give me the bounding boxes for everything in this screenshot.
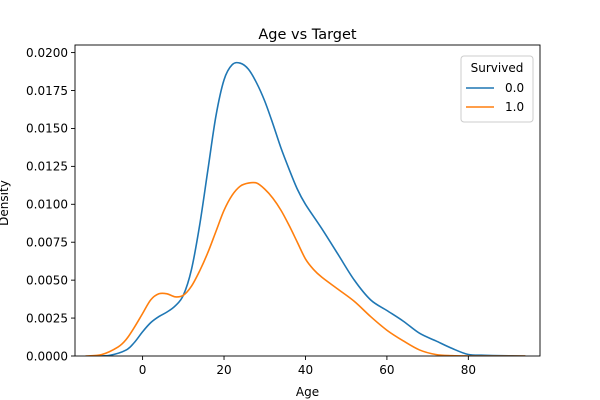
plot-area: 0 20 40 60 80 0.0000 0.0025 0.0050 0.0075 0.0100 0…: [26, 44, 541, 377]
x-tick-label-1: 20: [216, 363, 231, 377]
y-tick-label-2: 0.0050: [26, 273, 68, 287]
y-tick-label-7: 0.0175: [26, 84, 68, 98]
x-tick-label-3: 60: [379, 363, 394, 377]
y-tick-label-1: 0.0025: [26, 311, 68, 325]
x-tick-label-0: 0: [139, 363, 147, 377]
legend-frame: [460, 55, 534, 123]
legend-title: Survived: [471, 61, 524, 75]
y-tick-label-4: 0.0100: [26, 198, 68, 212]
y-tick-label-5: 0.0125: [26, 160, 68, 174]
y-tick-label-6: 0.0150: [26, 122, 68, 136]
y-tick-label-0: 0.0000: [26, 349, 68, 363]
x-tick-label-4: 80: [461, 363, 476, 377]
x-axis-label: Age: [296, 385, 319, 399]
axes-frame: [74, 44, 541, 357]
legend: Survived 0.0 1.0: [460, 55, 534, 123]
y-tick-label-3: 0.0075: [26, 236, 68, 250]
x-tick-label-2: 40: [298, 363, 313, 377]
series-line-0: [93, 61, 526, 356]
y-axis-label: Density: [0, 180, 11, 226]
legend-label-1: 1.0: [505, 100, 524, 114]
legend-label-0: 0.0: [505, 81, 524, 95]
series-line-1: [85, 181, 526, 356]
chart-title: Age vs Target: [258, 27, 357, 43]
y-tick-label-8: 0.0200: [26, 46, 68, 60]
